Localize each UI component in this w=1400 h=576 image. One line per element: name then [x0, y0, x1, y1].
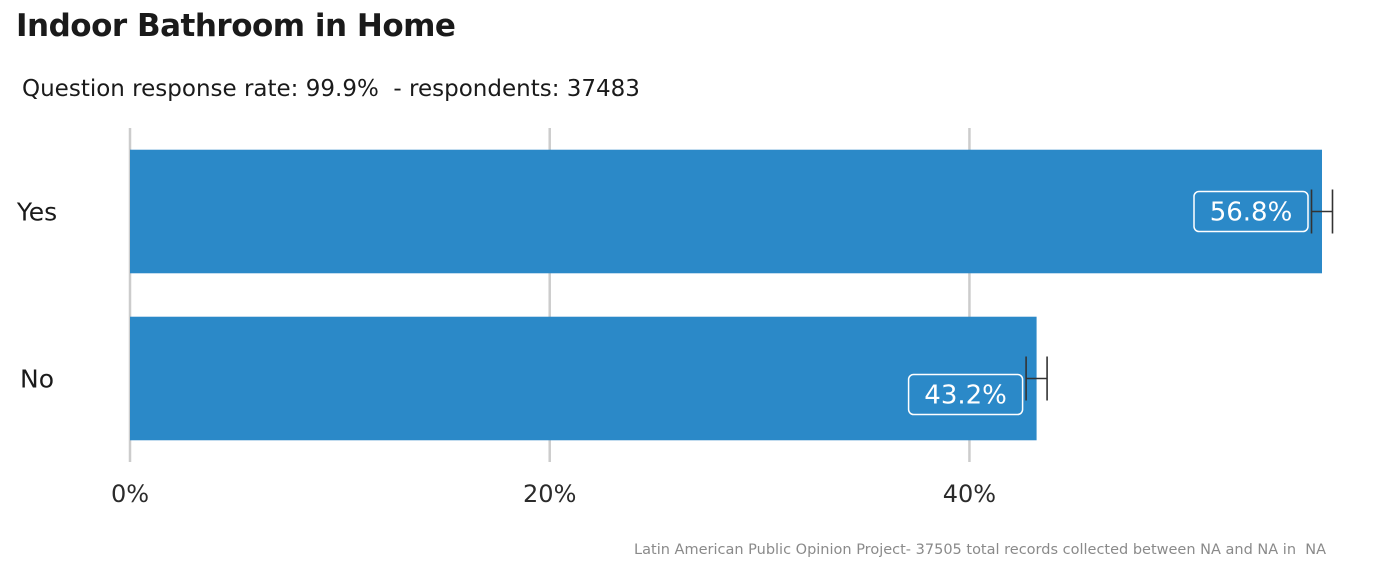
bar-no [130, 316, 1037, 441]
chart-title: Indoor Bathroom in Home [16, 8, 456, 44]
data-label-box-yes [1193, 190, 1309, 233]
bar-yes [130, 149, 1322, 274]
chart-subtitle: Question response rate: 99.9% - responde… [22, 76, 640, 102]
data-labels: 56.8% 43.2% [907, 189, 1334, 416]
y-category-label-yes: Yes [16, 198, 57, 227]
x-tick-label-40: 40% [943, 480, 996, 508]
bars [130, 149, 1322, 441]
data-label-yes: 56.8% [1210, 198, 1293, 228]
x-tick-label-0: 0% [111, 480, 149, 508]
error-bar-no [1025, 356, 1048, 401]
x-tick-label-20: 20% [523, 480, 576, 508]
data-label-box-no [907, 373, 1024, 416]
axes: 0% 20% 40% Yes No [16, 198, 996, 509]
chart-caption: Latin American Public Opinion Project- 3… [634, 542, 1326, 558]
data-label-no: 43.2% [924, 381, 1007, 411]
y-category-label-no: No [20, 365, 54, 394]
error-bar-yes [1310, 189, 1334, 234]
